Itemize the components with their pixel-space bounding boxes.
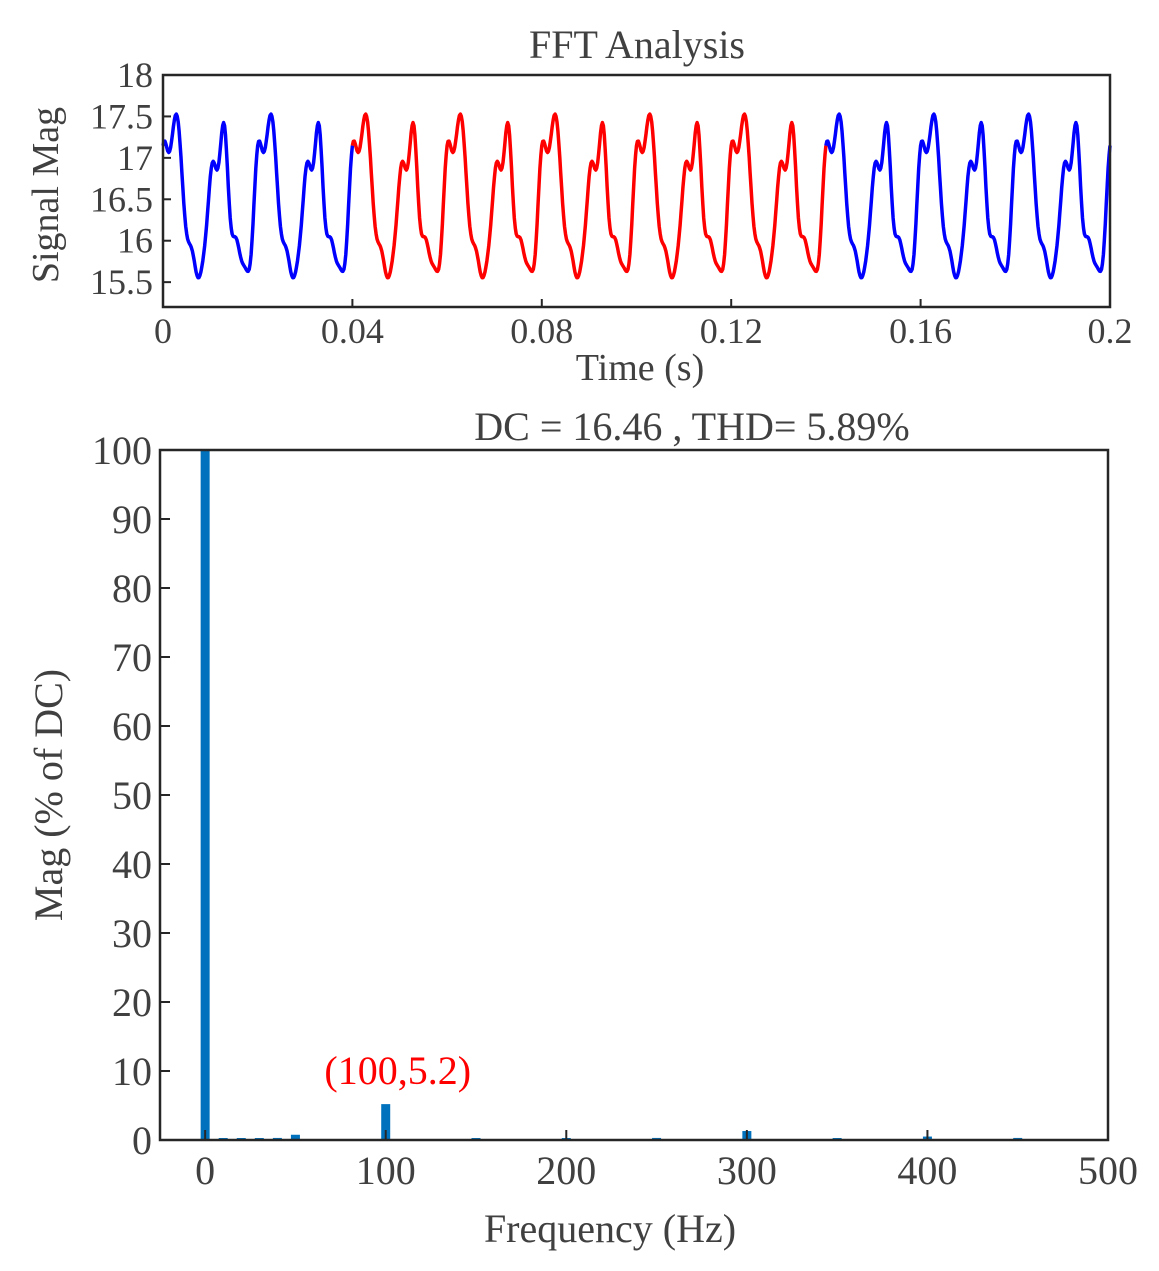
x-tick-label: 0.04 [321,311,384,351]
y-tick-label: 30 [112,911,152,956]
y-tick-label: 18 [117,55,153,95]
x-tick-label: 0.2 [1088,311,1133,351]
time-chart-ylabel: Signal Mag [25,107,67,283]
y-tick-label: 40 [112,842,152,887]
y-tick-label: 16 [117,221,153,261]
y-tick-label: 17 [117,138,153,178]
x-tick-label: 0.08 [510,311,573,351]
x-tick-label: 0 [195,1148,215,1193]
time-chart-title: FFT Analysis [529,22,745,67]
y-tick-label: 70 [112,635,152,680]
signal-segment-2 [824,112,1112,280]
x-tick-label: 0 [154,311,172,351]
y-tick-label: 0 [132,1118,152,1163]
signal-segment-0 [161,112,355,280]
y-tick-label: 16.5 [90,179,153,219]
y-tick-label: 10 [112,1049,152,1094]
signal-segment-1 [350,112,828,280]
y-tick-label: 17.5 [90,96,153,136]
x-tick-label: 200 [536,1148,596,1193]
fft-chart-title: DC = 16.46 , THD= 5.89% [474,404,910,449]
fft-chart-ticks: 0 100 200 300 400 500 0 10 20 30 40 50 60 70 80 90 100 [92,428,1138,1193]
y-tick-label: 90 [112,497,152,542]
y-tick-label: 15.5 [90,262,153,302]
peak-annotation: (100,5.2) [324,1048,471,1093]
time-chart: FFT Analysis 0 0.04 0.08 0.12 0.16 0.215.5161… [25,22,1133,389]
y-tick-label: 50 [112,773,152,818]
time-chart-frame [161,73,1112,309]
y-tick-label: 100 [92,428,152,473]
x-tick-label: 0.12 [700,311,763,351]
fft-bar [381,1104,391,1140]
y-tick-label: 20 [112,980,152,1025]
x-tick-label: 0.16 [889,311,952,351]
y-tick-label: 60 [112,704,152,749]
x-tick-label: 400 [897,1148,957,1193]
fft-chart-xlabel: Frequency (Hz) [484,1206,736,1251]
x-tick-label: 500 [1078,1148,1138,1193]
signal-lines [161,112,1112,280]
time-chart-xlabel: Time (s) [576,347,704,389]
fft-bars [200,450,1023,1140]
fft-bar [200,450,210,1140]
fft-bar [290,1134,300,1140]
y-tick-label: 80 [112,566,152,611]
fft-chart-frame [158,448,1110,1142]
fft-chart: DC = 16.46 , THD= 5.89% 0 100 200 300 400 500… [26,404,1138,1251]
fft-chart-ylabel: Mag (% of DC) [26,669,71,921]
x-tick-label: 100 [356,1148,416,1193]
x-tick-label: 300 [717,1148,777,1193]
